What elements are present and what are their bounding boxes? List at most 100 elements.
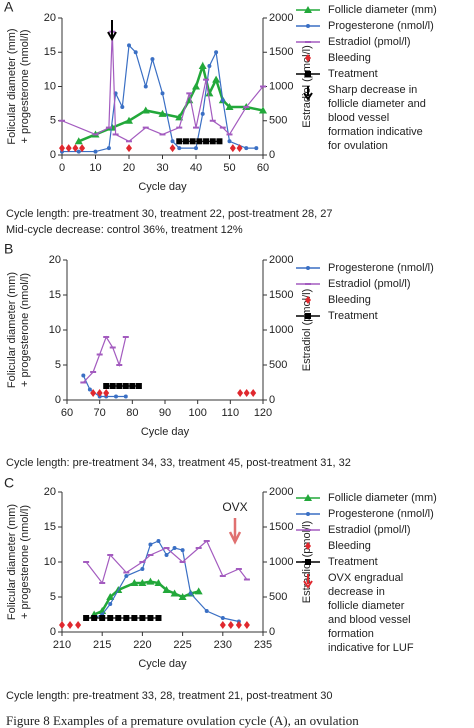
x-tick-label: 80 (126, 407, 138, 419)
square-marker (209, 138, 216, 145)
circle-marker (164, 553, 169, 557)
circle-marker (127, 43, 131, 48)
x-tick-label: 120 (254, 407, 272, 419)
diamond-marker (126, 144, 132, 153)
triangle-marker (141, 106, 150, 114)
triangle-marker (146, 577, 155, 585)
y-tick-label: 0 (55, 394, 61, 406)
circle-marker (177, 146, 182, 151)
diamond-marker (243, 621, 250, 629)
triangle-marker (304, 6, 312, 13)
diamond-marker (305, 542, 311, 550)
circle-marker (148, 542, 153, 547)
circle-marker (194, 146, 198, 151)
diamond-marker (59, 621, 65, 629)
legend-note: Sharp decrease in (328, 84, 417, 96)
y-axis-label: Folicular diameter (mm) (6, 28, 18, 144)
x-tick-label: 210 (53, 639, 71, 651)
legend-note: indicative for LUF (328, 642, 414, 654)
circle-marker (87, 387, 92, 392)
circle-marker (172, 546, 177, 550)
series-line (78, 61, 264, 143)
square-marker (135, 383, 142, 389)
x-tick-label: 40 (190, 162, 202, 174)
triangle-marker (130, 579, 139, 586)
diamond-marker (305, 296, 311, 304)
ovulation-arrow (107, 20, 117, 42)
diamond-marker (67, 621, 74, 629)
circle-marker (133, 50, 138, 55)
circle-marker (124, 574, 129, 578)
diamond-marker (305, 54, 311, 62)
y-tick-label: 15 (44, 521, 56, 533)
legend-label: Progesterone (nmol/l) (328, 508, 434, 520)
square-marker (155, 615, 162, 621)
series-line (61, 31, 264, 143)
x-tick-label: 30 (156, 162, 168, 174)
triangle-marker (170, 589, 179, 597)
square-marker (176, 138, 183, 145)
circle-marker (160, 91, 165, 96)
legend-note: follicle diameter and (328, 98, 426, 110)
square-marker (103, 383, 110, 389)
triangle-marker (194, 587, 203, 595)
x-axis-label: Cycle day (138, 658, 187, 670)
circle-marker (188, 591, 193, 596)
y-tick-label: 15 (44, 46, 56, 58)
legend-note: blood vessel (328, 112, 389, 124)
square-marker (203, 138, 210, 145)
diamond-marker (59, 144, 65, 153)
square-marker (116, 383, 123, 389)
square-marker (109, 383, 116, 389)
square-marker (107, 615, 114, 621)
triangle-marker (198, 61, 207, 69)
triangle-marker (212, 75, 221, 83)
square-marker (189, 138, 196, 145)
circle-marker (114, 394, 118, 399)
legend-label: Estradiol (pmol/l) (328, 278, 411, 290)
legend-label: Bleeding (328, 52, 371, 64)
square-marker (129, 383, 136, 389)
x-tick-label: 60 (61, 407, 73, 419)
x-axis-label: Cycle day (141, 426, 190, 438)
circle-marker (306, 24, 310, 28)
triangle-marker (158, 109, 167, 117)
triangle-marker (138, 579, 147, 586)
x-tick-label: 100 (188, 407, 206, 419)
triangle-marker (178, 593, 187, 600)
annotation: OVX (222, 500, 247, 514)
y2-tick-label: 1500 (269, 521, 293, 533)
square-marker (99, 615, 106, 621)
square-marker (216, 138, 223, 145)
square-marker (123, 615, 130, 621)
legend-label: Progesterone (nmol/l) (328, 262, 434, 274)
circle-marker (220, 98, 225, 103)
circle-marker (156, 539, 161, 543)
triangle-marker (304, 494, 312, 501)
diamond-marker (219, 621, 226, 629)
circle-marker (244, 146, 249, 151)
y2-tick-label: 2000 (269, 254, 293, 266)
diamond-marker (229, 144, 236, 153)
y-tick-label: 0 (50, 149, 56, 161)
y2-tick-label: 1000 (269, 556, 293, 568)
legend-label: Treatment (328, 310, 378, 322)
x-tick-label: 110 (222, 407, 240, 419)
square-marker (115, 615, 122, 621)
square-marker (122, 383, 129, 389)
diamond-marker (103, 389, 110, 397)
y-axis-label: + progesterone (nmol/l) (19, 273, 31, 387)
triangle-marker (125, 116, 133, 124)
circle-marker (81, 373, 86, 378)
y2-axis-label: Estradiol (pmol/l) (301, 45, 313, 128)
y-tick-label: 5 (55, 359, 61, 371)
square-marker (305, 313, 311, 319)
x-tick-label: 0 (59, 162, 65, 174)
y-tick-label: 0 (50, 626, 56, 638)
diamond-marker (250, 389, 257, 397)
circle-marker (140, 567, 145, 571)
circle-marker (170, 139, 175, 144)
y-tick-label: 5 (50, 115, 56, 127)
legend-note: and blood vessel (328, 614, 411, 626)
